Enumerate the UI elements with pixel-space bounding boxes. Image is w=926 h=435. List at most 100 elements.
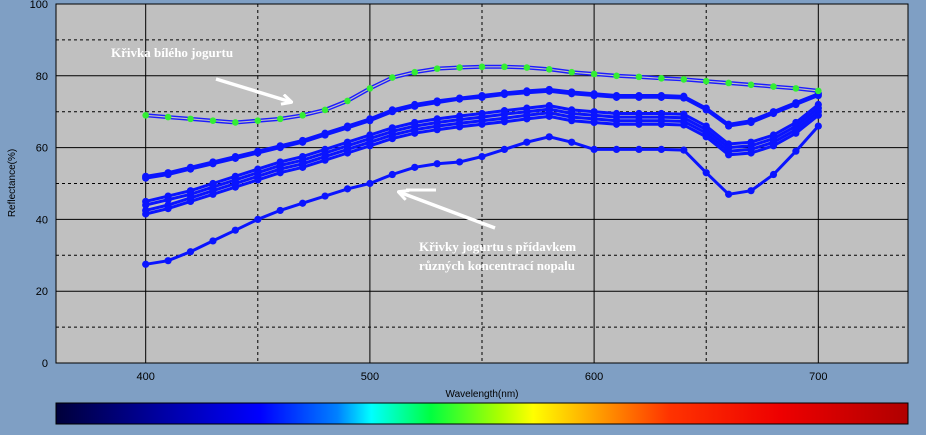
data-point <box>276 115 284 123</box>
data-point <box>343 149 352 157</box>
data-point <box>411 163 419 171</box>
data-point <box>702 169 710 177</box>
data-point <box>164 196 172 204</box>
data-point <box>792 85 800 92</box>
data-point <box>276 169 284 177</box>
data-point <box>814 111 822 119</box>
x-tick-label: 500 <box>361 371 379 383</box>
data-point <box>231 183 239 191</box>
data-point <box>613 72 620 80</box>
data-point <box>612 93 621 101</box>
data-point <box>500 118 509 126</box>
y-tick-label: 0 <box>42 358 48 370</box>
data-point <box>770 83 777 90</box>
data-point <box>276 144 284 152</box>
data-point <box>343 185 352 193</box>
data-point <box>590 70 598 78</box>
annotation-white-yogurt: Křivka bílého jogurtu <box>111 45 233 60</box>
data-point <box>725 79 732 87</box>
data-point <box>792 100 800 109</box>
data-point <box>433 65 441 72</box>
data-point <box>568 138 576 146</box>
data-point <box>568 90 576 98</box>
data-point <box>411 68 419 76</box>
series-yogurt-additive <box>142 111 822 218</box>
data-point <box>164 257 172 265</box>
y-axis-label: Reflectance(%) <box>7 149 18 217</box>
data-point <box>455 123 464 131</box>
y-tick-label: 60 <box>36 143 48 155</box>
y-tick-label: 100 <box>30 0 48 11</box>
data-point <box>545 66 553 73</box>
data-point <box>231 226 239 234</box>
data-point <box>523 138 531 146</box>
data-point <box>187 115 194 123</box>
data-point <box>231 154 239 162</box>
data-point <box>590 91 598 100</box>
data-point <box>657 93 665 101</box>
data-point <box>299 163 307 171</box>
data-point <box>321 192 329 200</box>
data-point <box>164 170 172 179</box>
data-point <box>680 94 688 102</box>
data-point <box>635 145 643 153</box>
data-point <box>366 117 374 125</box>
data-point <box>792 147 800 155</box>
x-tick-label: 400 <box>137 371 155 383</box>
data-point <box>142 201 150 209</box>
x-axis-label: Wavelength(nm) <box>446 389 519 400</box>
data-series <box>142 63 822 268</box>
data-point <box>747 187 755 195</box>
data-point <box>254 149 262 157</box>
y-tick-label: 40 <box>36 214 48 226</box>
data-point <box>142 210 150 218</box>
data-point <box>186 165 195 173</box>
data-point <box>366 179 374 188</box>
data-point <box>702 133 710 141</box>
data-point <box>792 129 800 137</box>
data-point <box>769 142 778 150</box>
data-point <box>725 122 733 130</box>
data-point <box>545 133 553 141</box>
annotation-additive-line-1: Křivky jogurtu s přídavkem <box>419 239 576 254</box>
data-point <box>657 120 665 128</box>
data-point <box>501 63 508 71</box>
data-point <box>254 117 262 124</box>
data-point <box>500 145 509 153</box>
data-point <box>478 63 486 71</box>
data-point <box>456 64 463 71</box>
annotation-arrow-additive <box>399 192 496 230</box>
x-tick-labels: 400 500 600 700 <box>137 371 828 383</box>
data-point <box>478 152 486 161</box>
data-point <box>702 77 710 85</box>
data-point <box>142 260 150 268</box>
spectrum-color-bar <box>55 402 909 425</box>
data-point <box>164 113 172 121</box>
data-point <box>747 149 755 157</box>
data-point <box>209 117 217 124</box>
data-point <box>411 129 419 137</box>
data-point <box>545 87 553 95</box>
data-point <box>142 111 149 119</box>
data-point <box>769 170 778 179</box>
data-point <box>186 197 195 206</box>
data-point <box>814 91 822 100</box>
data-point <box>523 115 531 123</box>
data-point <box>455 158 464 166</box>
data-point <box>478 120 486 128</box>
data-point <box>321 131 329 139</box>
data-point <box>814 122 822 130</box>
data-point <box>299 111 306 119</box>
series-yogurt-additive <box>142 87 822 182</box>
data-point <box>388 135 396 143</box>
data-point <box>747 118 755 127</box>
data-point <box>680 121 688 129</box>
data-point <box>209 190 217 198</box>
data-point <box>254 215 262 223</box>
data-point <box>590 145 598 153</box>
data-point <box>612 120 621 128</box>
y-tick-labels: 0 20 40 60 80 100 <box>30 0 48 370</box>
data-point <box>657 145 665 153</box>
data-point <box>433 99 441 107</box>
